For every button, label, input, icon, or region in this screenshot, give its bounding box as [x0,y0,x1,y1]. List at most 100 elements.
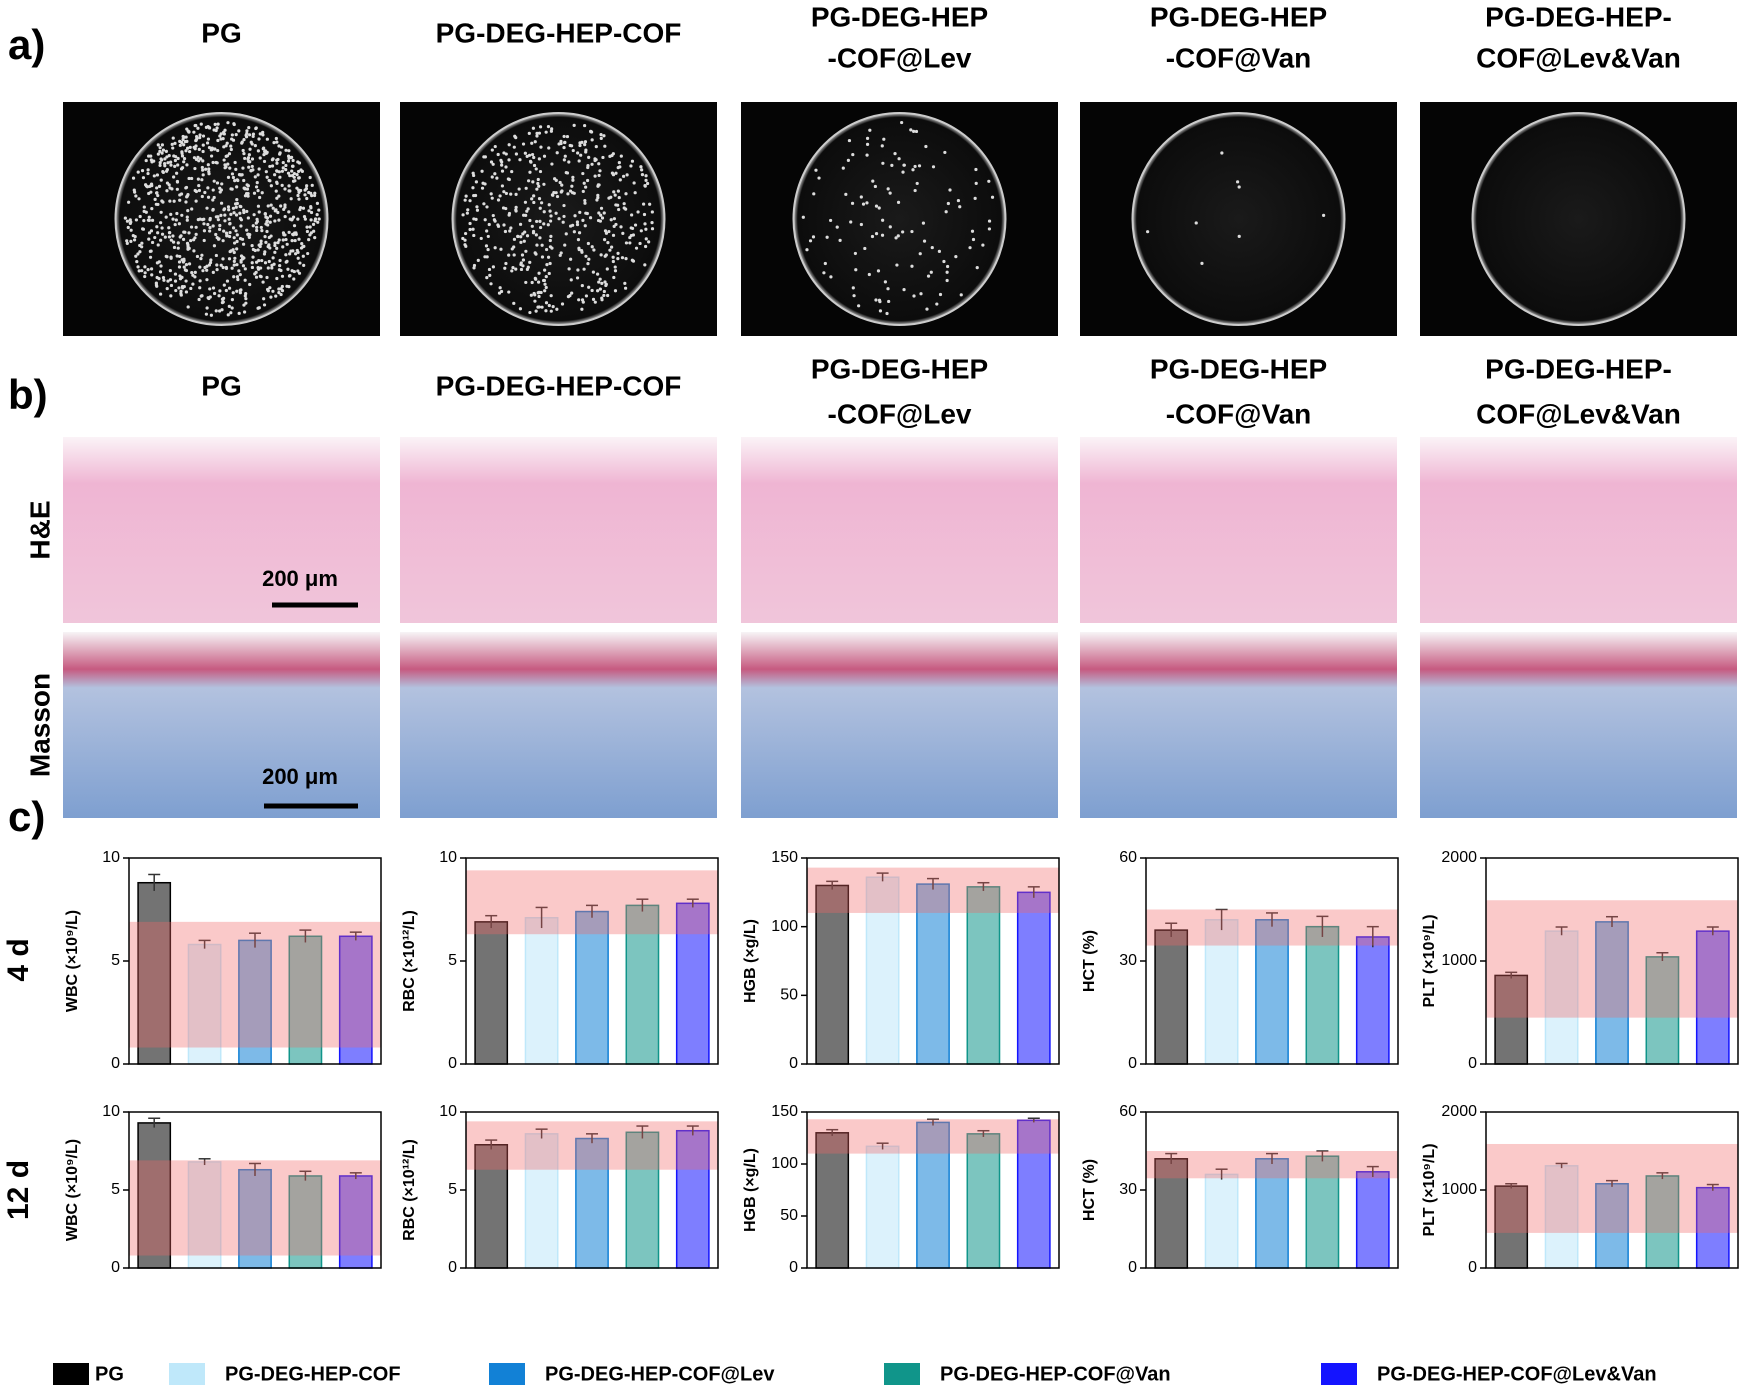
colony [272,262,276,266]
colony [600,216,605,220]
colony [206,195,211,199]
y-tick-label: 2000 [1441,1103,1477,1120]
colony [206,137,211,141]
colony [269,184,273,188]
colony [500,169,505,173]
colony [608,248,612,252]
colony [534,233,538,237]
colony [173,141,177,145]
colony [547,203,551,207]
colony [472,173,476,178]
colony [291,233,296,237]
colony [554,211,558,215]
colony [259,242,263,246]
colony [268,220,272,224]
colony [599,133,603,137]
colony [170,142,174,146]
colony [277,287,281,291]
colony [251,134,255,139]
colony [201,143,205,147]
colony [549,294,553,298]
colony [167,235,171,239]
colony [305,229,310,234]
colony [173,222,177,227]
colony [878,309,883,313]
colony [180,213,184,217]
colony [138,250,142,254]
colony [216,122,220,126]
colony [603,144,607,148]
colony [165,167,169,172]
colony [943,150,947,155]
colony [588,216,593,220]
colony [578,210,582,215]
colony [308,175,312,180]
colony [250,265,255,270]
colony [562,203,566,208]
colony [274,136,278,141]
colony [829,275,833,279]
colony [178,139,182,143]
colony [576,268,580,272]
colony [286,159,291,163]
colony [257,167,261,171]
colony [161,275,166,280]
colony [265,219,269,224]
colony [537,294,541,299]
colony [835,225,839,229]
colony [233,160,237,165]
colony [472,193,476,198]
colony [555,194,560,199]
reference-band [1146,909,1398,946]
colony [544,130,548,134]
colony [163,157,167,161]
colony [274,189,278,193]
colony [178,143,182,147]
colony [489,192,493,196]
colony [538,236,542,240]
colony [189,238,193,243]
colony [606,293,610,298]
colony [317,208,321,212]
colony [219,132,223,136]
colony [518,307,523,311]
colony [546,223,550,227]
colony [565,134,570,139]
colony [599,213,603,217]
y-tick-label: 0 [1468,1259,1477,1276]
legend-label: PG-DEG-HEP-COF@Van [940,1363,1171,1385]
colony [263,149,268,153]
colony [590,138,594,142]
colony [160,226,164,230]
colony [616,166,620,170]
colony [285,242,289,246]
colony [911,168,915,172]
y-tick-label: 0 [111,1259,120,1276]
colony [239,288,243,292]
colony [590,245,594,249]
colony [192,130,196,134]
colony [297,176,301,180]
bar [1154,929,1189,1065]
colony [275,196,279,200]
colony [302,263,306,267]
colony [155,173,159,177]
y-axis-label: HCT (%) [1081,930,1098,992]
colony [161,169,165,174]
colony [882,137,886,141]
colony [537,157,541,161]
colony [146,168,150,172]
colony [516,234,520,239]
colony [619,154,623,158]
colony [245,228,249,232]
colony [243,278,247,282]
colony [154,202,158,206]
colony [545,247,549,252]
colony [543,282,547,286]
colony [234,133,238,137]
colony [288,217,292,221]
colony [554,191,558,195]
colony [865,153,869,157]
colony [296,269,300,273]
colony [213,147,217,151]
